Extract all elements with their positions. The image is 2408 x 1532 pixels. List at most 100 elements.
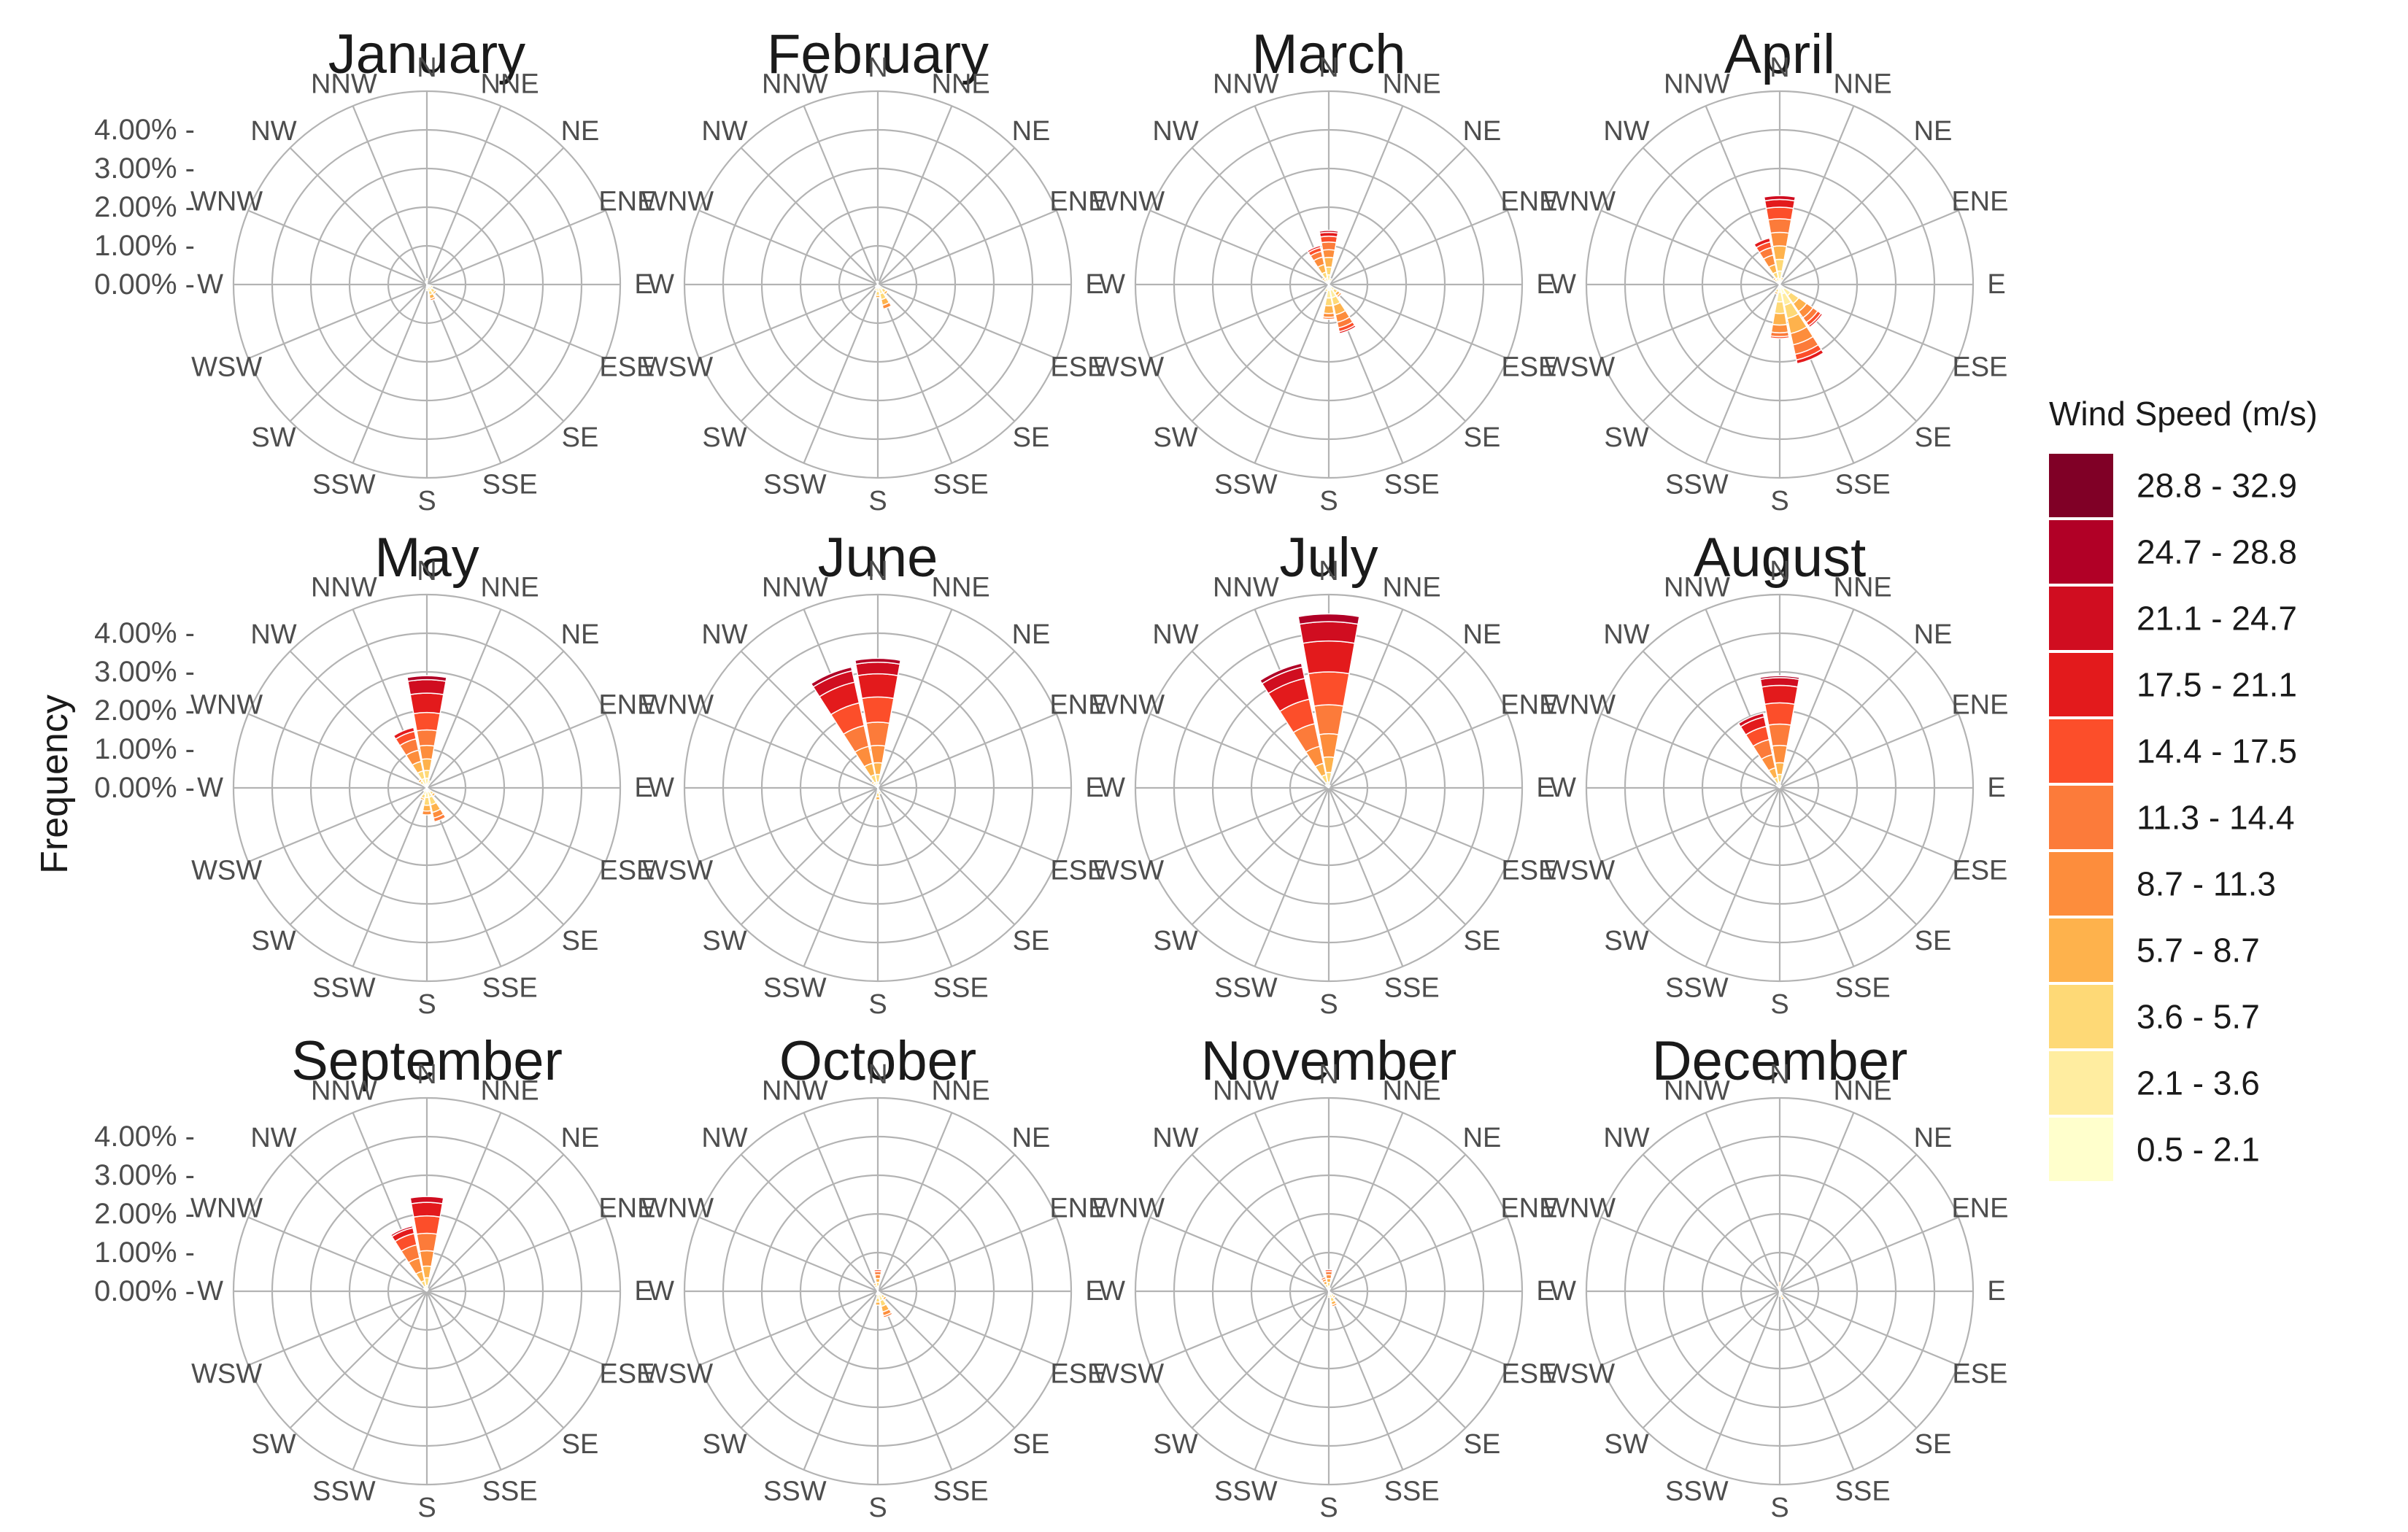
legend-swatch xyxy=(2049,852,2113,916)
bar-n-bin-6 xyxy=(873,1269,883,1273)
spoke-nnw xyxy=(1705,1112,1781,1292)
spoke-nnw xyxy=(803,105,879,285)
direction-label: NE xyxy=(1012,116,1051,147)
bar-n-bin-6 xyxy=(1319,236,1338,244)
direction-label: SSE xyxy=(1384,469,1440,500)
spoke-nw xyxy=(1642,650,1780,789)
bar-n-bin-9 xyxy=(1759,675,1800,681)
bar-nne-bin-1 xyxy=(1779,784,1783,788)
spoke-sw xyxy=(289,787,428,926)
spoke-ese xyxy=(877,786,1057,863)
direction-label: WNW xyxy=(1092,689,1165,720)
direction-label: N xyxy=(1319,53,1338,83)
direction-label: ESE xyxy=(599,1359,655,1390)
bar-nnw-bin-8 xyxy=(390,1225,414,1238)
direction-label: NNE xyxy=(1834,573,1892,603)
direction-label: NW xyxy=(701,619,747,650)
legend-label: 0.5 - 2.1 xyxy=(2137,1131,2260,1169)
direction-label: ENE xyxy=(598,689,655,720)
direction-label: W xyxy=(1550,1276,1576,1307)
bar-n-bin-6 xyxy=(412,1215,441,1235)
bar-n-bin-6 xyxy=(412,711,441,732)
direction-label: N xyxy=(868,1059,887,1090)
spoke-wnw xyxy=(1149,209,1330,286)
spoke-nw xyxy=(1191,147,1330,285)
legend-item: 2.1 - 3.6 xyxy=(2049,1051,2260,1115)
spoke-sse xyxy=(1327,1291,1404,1471)
bar-n-bin-8 xyxy=(1759,677,1800,688)
direction-label: NW xyxy=(1603,619,1649,650)
bar-n-bin-3 xyxy=(1323,257,1335,268)
bar-nnw-bin-1 xyxy=(424,280,428,285)
spoke-nnw xyxy=(803,1112,879,1292)
spoke-ese xyxy=(1328,1290,1508,1366)
spoke-nne xyxy=(1327,1112,1404,1292)
direction-label: SE xyxy=(1464,422,1501,453)
bar-se-bin-7 xyxy=(1807,312,1824,328)
legend-label: 8.7 - 11.3 xyxy=(2137,865,2276,903)
bar-n-bin-5 xyxy=(1313,704,1344,735)
direction-label: SSE xyxy=(933,972,989,1003)
direction-label: SSW xyxy=(1214,1476,1278,1506)
spoke-se xyxy=(426,787,565,926)
spoke-wsw xyxy=(1600,1290,1780,1366)
spoke-nw xyxy=(740,147,879,285)
bar-nnw-bin-1 xyxy=(875,280,879,285)
direction-label: S xyxy=(1770,1493,1788,1523)
direction-label: NNE xyxy=(481,1076,539,1107)
direction-label: NE xyxy=(1463,1123,1502,1153)
panel-title: July xyxy=(1279,527,1378,589)
direction-label: NNW xyxy=(1213,1076,1279,1107)
legend-item: 28.8 - 32.9 xyxy=(2049,454,2297,517)
legend-item: 11.3 - 14.4 xyxy=(2049,786,2295,849)
spoke-se xyxy=(426,1291,565,1429)
radial-tick-label: 1.00% - xyxy=(94,230,195,262)
direction-label: S xyxy=(417,1493,436,1523)
direction-label: N xyxy=(868,53,887,83)
direction-label: E xyxy=(1085,269,1103,300)
direction-label: SSE xyxy=(482,469,538,500)
spoke-ne xyxy=(1328,650,1467,789)
direction-label: W xyxy=(648,1276,674,1307)
bar-nne-bin-1 xyxy=(426,1288,430,1291)
bar-n-bin-4 xyxy=(418,744,436,760)
bar-nnw-bin-9 xyxy=(1259,662,1303,685)
legend-label: 21.1 - 24.7 xyxy=(2137,600,2297,638)
direction-label: SSE xyxy=(933,1476,989,1506)
spoke-ene xyxy=(1328,1216,1508,1293)
direction-label: ENE xyxy=(1951,689,2008,720)
radial-tick-label: 4.00% - xyxy=(94,617,195,649)
direction-label: ENE xyxy=(1500,1193,1557,1223)
spoke-nne xyxy=(1778,105,1855,285)
direction-label: NW xyxy=(1152,1123,1198,1153)
spoke-sse xyxy=(425,1291,502,1471)
spoke-wsw xyxy=(1149,786,1330,863)
bar-nnw-bin-3 xyxy=(872,1282,877,1287)
direction-label: SW xyxy=(1153,422,1197,453)
direction-label: N xyxy=(1770,556,1789,587)
spoke-nne xyxy=(876,608,953,789)
legend-swatch xyxy=(2049,918,2113,982)
spoke-ssw xyxy=(803,284,879,464)
spoke-sw xyxy=(1642,284,1780,422)
bar-n-bin-9 xyxy=(1297,613,1360,625)
radial-tick-label: 4.00% - xyxy=(94,1121,195,1153)
direction-label: E xyxy=(634,773,652,803)
direction-label: W xyxy=(197,269,223,300)
direction-label: WNW xyxy=(1543,1193,1616,1223)
spoke-ne xyxy=(1328,1153,1467,1292)
bar-n-bin-3 xyxy=(421,758,433,772)
direction-label: WNW xyxy=(190,186,263,217)
direction-label: E xyxy=(1987,269,2005,300)
radial-tick-label: 2.00% - xyxy=(94,695,195,727)
direction-label: WSW xyxy=(642,1359,713,1390)
bar-n-bin-8 xyxy=(407,678,447,696)
direction-label: WSW xyxy=(1093,1359,1164,1390)
bar-nnw-bin-2 xyxy=(1776,1285,1780,1290)
spoke-nne xyxy=(1778,1112,1855,1292)
legend-label: 14.4 - 17.5 xyxy=(2137,732,2297,770)
